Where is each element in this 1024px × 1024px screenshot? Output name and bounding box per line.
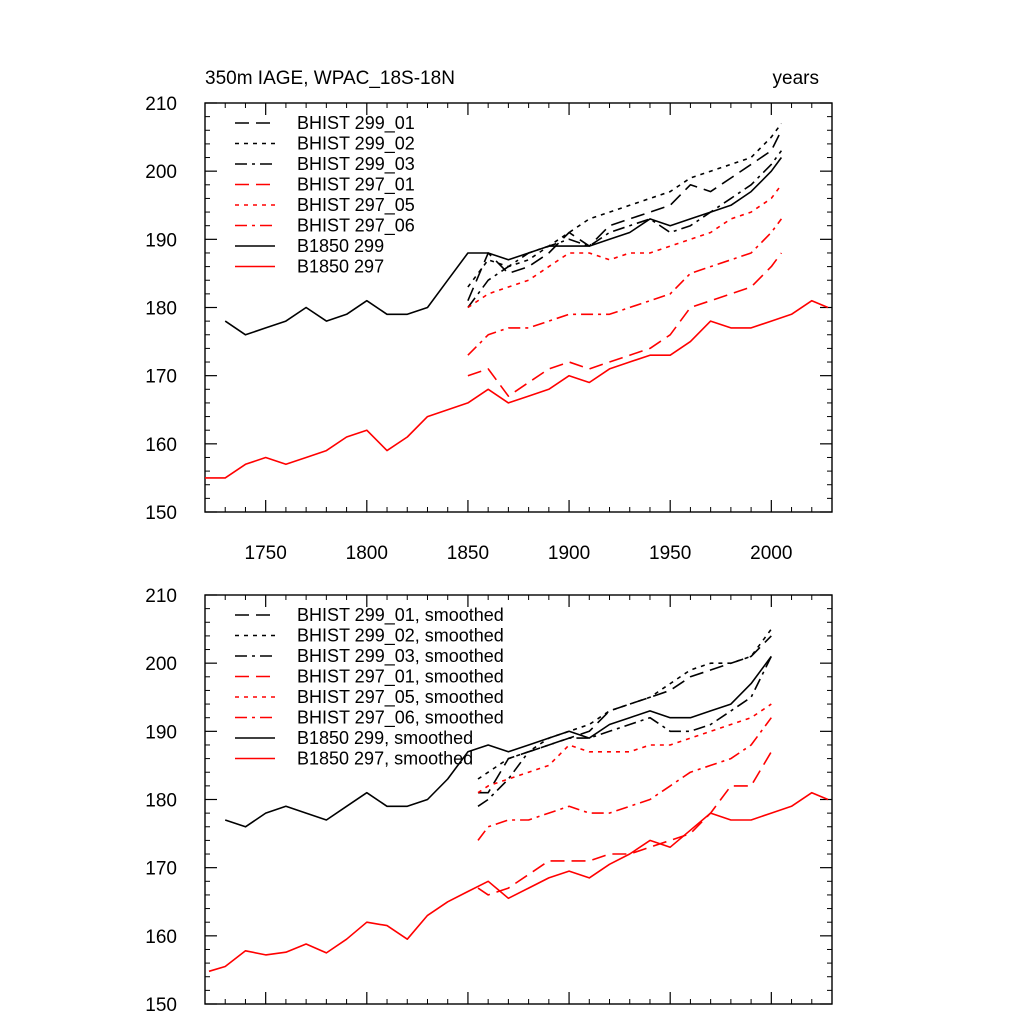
series-line-bhist-297-06-smoothed <box>477 717 772 841</box>
series-line-bhist-299-01-smoothed <box>478 635 772 794</box>
top-panel: 150 160 170 180 190 200 210 1750 1800 1850 1900 195… <box>145 94 833 564</box>
y-tick-label: 160 <box>145 435 177 456</box>
y-tick-label: 170 <box>145 859 177 880</box>
x-tick-label: 1850 <box>447 543 489 564</box>
legend-label: BHIST 299_02, smoothed <box>297 626 504 647</box>
series-line-bhist-297-01-smoothed <box>477 751 772 896</box>
legend-label: BHIST 299_01 <box>297 113 415 134</box>
legend-label: B1850 299, smoothed <box>297 728 473 748</box>
x-tick-label: 2000 <box>750 543 792 564</box>
y-tick-label: 210 <box>145 94 177 115</box>
y-tick-label: 160 <box>145 927 177 948</box>
figure-title: 350m IAGE, WPAC_18S-18N <box>205 68 455 89</box>
series-line-b1850-297 <box>205 299 829 479</box>
legend-label: BHIST 297_05 <box>297 195 415 216</box>
y-tick-label: 180 <box>145 299 177 320</box>
x-tick-label: 1750 <box>245 543 287 564</box>
y-tick-label: 180 <box>145 791 177 812</box>
units-label: years <box>773 68 819 89</box>
y-tick-label: 190 <box>145 722 177 743</box>
series-line-bhist-297-06 <box>467 218 783 356</box>
legend-label: BHIST 297_06, smoothed <box>297 708 504 729</box>
legend-label: BHIST 299_01, smoothed <box>297 605 504 626</box>
x-tick-label: 1900 <box>548 543 590 564</box>
y-tick-label: 190 <box>145 230 177 251</box>
y-tick-label: 200 <box>145 162 177 183</box>
legend-label: B1850 297 <box>297 257 384 277</box>
series-line-bhist-299-02-smoothed <box>477 628 772 780</box>
y-tick-label: 200 <box>145 654 177 675</box>
series-line-bhist-299-02 <box>467 123 783 288</box>
legend-label: BHIST 297_01 <box>297 175 415 196</box>
x-tick-label: 1800 <box>346 543 388 564</box>
legend-label: BHIST 297_06 <box>297 216 415 237</box>
legend-label: BHIST 297_05, smoothed <box>297 687 504 708</box>
y-tick-label: 210 <box>145 586 177 607</box>
series-line-b1850-299-smoothed <box>224 655 772 828</box>
series-line-bhist-297-05-smoothed <box>477 703 772 794</box>
series-line-bhist-299-01 <box>467 129 783 302</box>
legend-label: BHIST 299_03 <box>297 154 415 175</box>
series-line-b1850-299 <box>224 157 783 336</box>
legend-label: BHIST 297_01, smoothed <box>297 667 504 688</box>
series-line-bhist-297-01 <box>467 252 783 397</box>
y-tick-label: 150 <box>145 503 177 524</box>
x-tick-label: 1950 <box>649 543 691 564</box>
y-tick-label: 170 <box>145 367 177 388</box>
y-tick-label: 150 <box>145 995 177 1016</box>
series-line-b1850-297-smoothed <box>208 791 829 973</box>
legend-label: B1850 297, smoothed <box>297 749 473 769</box>
legend-label: B1850 299 <box>297 236 384 256</box>
series-line-bhist-299-03 <box>467 150 783 308</box>
legend-label: BHIST 299_02 <box>297 134 415 155</box>
legend-label: BHIST 299_03, smoothed <box>297 646 504 667</box>
bottom-panel: 150 160 170 180 190 200 210 BHIST 299_01, smoot… <box>145 586 833 1016</box>
series-line-bhist-299-03-smoothed <box>477 656 773 807</box>
